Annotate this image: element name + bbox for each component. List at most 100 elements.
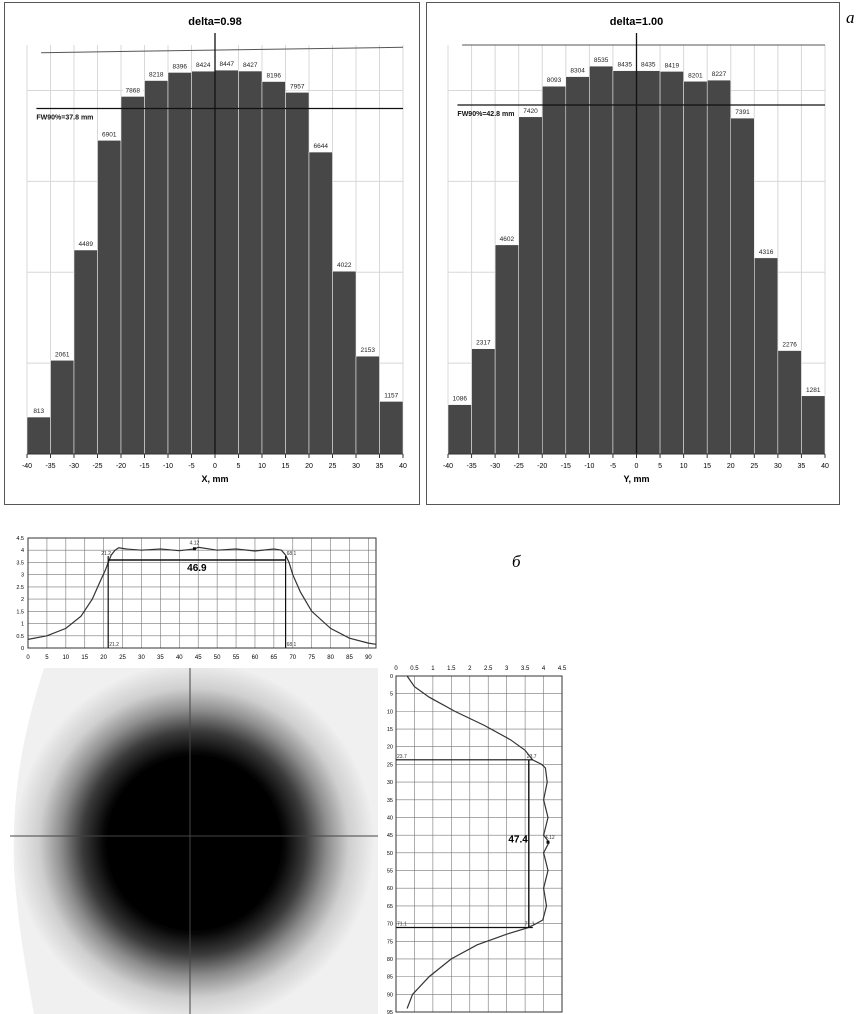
- profile-v-y-tick-label: 80: [387, 957, 393, 963]
- profile-v-y-tick-label: 20: [387, 745, 393, 751]
- profile-v-y-tick-label: 10: [387, 709, 393, 715]
- hist-x-value-label-bg: [122, 84, 143, 95]
- hist-y-value-label: 8093: [547, 77, 562, 84]
- hist-y-value-label-bg: [449, 392, 470, 403]
- profile-h-x-tick-label: 75: [308, 655, 315, 661]
- profile-h-x-tick-label: 80: [327, 655, 334, 661]
- profile-h-y-tick-label: 1.5: [16, 609, 24, 615]
- profile-h-x-tick-label: 0: [26, 655, 30, 661]
- hist-x-x-tick-label: -25: [92, 463, 102, 470]
- profile-v-y-tick-label: 65: [387, 904, 393, 910]
- profile-h-y-tick-label: 3.5: [16, 560, 24, 566]
- hist-x-bar: [308, 151, 333, 455]
- hist-x-value-label-bg: [52, 348, 73, 359]
- hist-y-x-tick-label: 35: [798, 463, 806, 470]
- hist-y-x-tick-label: -35: [467, 463, 477, 470]
- hist-x-x-tick-label: 25: [329, 463, 337, 470]
- profile-h-y-tick-label: 3: [21, 573, 24, 579]
- profile-h-width-label: 46.9: [187, 563, 207, 574]
- profile-h-x-tick-label: 20: [100, 655, 107, 661]
- hist-y-x-tick-label: -15: [561, 463, 571, 470]
- profile-v-y-tick-label: 50: [387, 851, 393, 857]
- profile-h-x-tick-label: 70: [289, 655, 296, 661]
- hist-x-value-label-bg: [216, 58, 237, 69]
- hist-y-value-label-bg: [756, 245, 777, 256]
- hist-x-value-label: 813: [33, 408, 44, 415]
- hist-x-title: delta=0.98: [188, 16, 242, 28]
- hist-y-bar: [777, 350, 802, 455]
- hist-x-x-tick-label: 5: [237, 463, 241, 470]
- hist-x-x-tick-label: 10: [258, 463, 266, 470]
- profile-h-x-tick-label: 35: [157, 655, 164, 661]
- hist-y-value-label-bg: [685, 69, 706, 80]
- hist-y-bar: [730, 117, 755, 455]
- hist-y-title: delta=1.00: [610, 16, 664, 28]
- hist-y-value-label: 8201: [688, 72, 703, 79]
- hist-x-x-tick-label: 35: [376, 463, 384, 470]
- profile-v-top-label-left: 23.7: [397, 754, 407, 760]
- hist-x-fw90-label: FW90%=37.8 mm: [36, 115, 93, 122]
- hist-x-value-label-bg: [169, 60, 190, 71]
- hist-x-value-label: 8218: [149, 72, 164, 79]
- hist-x-bar: [285, 92, 310, 455]
- profile-h-x-tick-label: 15: [81, 655, 88, 661]
- hist-x-value-label-bg: [263, 69, 284, 80]
- hist-y-fw90-label: FW90%=42.8 mm: [457, 111, 514, 118]
- hist-x-value-label-bg: [28, 405, 49, 416]
- hist-x-value-label: 2153: [361, 347, 376, 354]
- hist-y-value-label-bg: [661, 59, 682, 70]
- profile-h-x-tick-label: 65: [271, 655, 278, 661]
- histogram-x-panel: delta=0.98 813 2061 4489 6901 7868 8218 8396 842…: [4, 2, 420, 505]
- profile-v-x-tick-label: 3.5: [521, 666, 530, 672]
- profile-h-left-label-top: 21.2: [101, 551, 111, 557]
- profile-v-y-tick-label: 5: [390, 692, 393, 698]
- profile-h-x-tick-label: 90: [365, 655, 372, 661]
- hist-y-value-label-bg: [614, 58, 635, 69]
- hist-x-bar: [355, 355, 380, 455]
- hist-x-bar: [120, 96, 145, 455]
- hist-x-value-label-bg: [357, 344, 378, 355]
- hist-x-x-tick-label: 0: [213, 463, 217, 470]
- profile-h-right-label-bottom: 68.1: [287, 642, 297, 648]
- hist-x-x-tick-label: -15: [139, 463, 149, 470]
- hist-x-value-label: 4489: [79, 241, 94, 248]
- hist-y-bar: [565, 76, 590, 455]
- hist-x-x-tick-label: -40: [22, 463, 32, 470]
- profile-v-y-tick-label: 75: [387, 939, 393, 945]
- hist-y-value-label: 7420: [523, 108, 538, 115]
- hist-x-value-label: 6901: [102, 131, 117, 138]
- profile-v-bottom-label-left: 71.1: [397, 921, 407, 927]
- profile-h-curve: [27, 546, 377, 645]
- hist-x-value-label-bg: [99, 128, 120, 139]
- profile-h-frame: [27, 537, 377, 649]
- hist-x-x-tick-label: 20: [305, 463, 313, 470]
- hist-y-value-label: 8435: [641, 62, 656, 69]
- profile-v-x-tick-label: 2.5: [484, 666, 493, 672]
- profile-h-x-tick-label: 50: [214, 655, 221, 661]
- profile-v-y-tick-label: 85: [387, 975, 393, 981]
- hist-y-value-label: 2317: [476, 340, 491, 347]
- profile-h-y-tick-label: 4: [21, 548, 24, 554]
- profile-v-frame: [395, 675, 563, 1013]
- beam-spot-image: [4, 668, 378, 1014]
- hist-x-value-label: 7868: [126, 87, 141, 94]
- profile-v-x-tick-label: 1.5: [447, 666, 456, 672]
- hist-y-x-tick-label: 15: [703, 463, 711, 470]
- profile-h-right-label-top: 68.1: [287, 551, 297, 557]
- hist-y-value-label-bg: [567, 64, 588, 75]
- hist-y-value-label: 8227: [712, 71, 727, 78]
- hist-y-value-label-bg: [591, 54, 612, 65]
- hist-x-value-label: 4022: [337, 262, 352, 269]
- profile-h-peak-label: 4.12: [190, 540, 200, 546]
- profile-v-bottom-label-right: 71.1: [525, 921, 535, 927]
- hist-y-x-tick-label: 40: [821, 463, 829, 470]
- profile-h-x-tick-label: 85: [346, 655, 353, 661]
- hist-y-value-label-bg: [803, 383, 824, 394]
- profile-v-width-label: 47.4: [508, 835, 528, 846]
- profile-h-y-tick-label: 4.5: [16, 536, 24, 542]
- hist-y-bar: [612, 70, 637, 455]
- hist-y-bar: [542, 85, 567, 455]
- hist-x-value-label-bg: [334, 259, 355, 270]
- hist-x-value-label: 2061: [55, 351, 70, 358]
- profile-h-x-tick-label: 60: [252, 655, 259, 661]
